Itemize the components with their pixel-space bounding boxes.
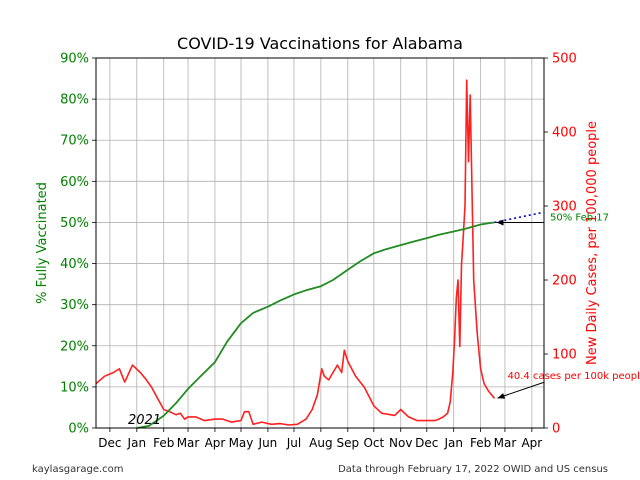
x-tick-label: Aug: [309, 436, 332, 450]
left-tick-label: 70%: [60, 134, 89, 149]
right-tick-label: 300: [552, 200, 577, 215]
left-tick-label: 10%: [60, 380, 89, 395]
left-tick-label: 30%: [60, 298, 89, 313]
x-tick-label: Jan: [443, 436, 463, 450]
left-tick-label: 80%: [60, 93, 89, 108]
chart-title: COVID-19 Vaccinations for Alabama: [177, 34, 463, 53]
left-tick-label: 50%: [60, 216, 89, 231]
footer-left: kaylasgarage.com: [32, 464, 124, 475]
left-tick-label: 90%: [60, 52, 89, 67]
left-tick-label: 20%: [60, 339, 89, 354]
x-tick-label: Jul: [286, 436, 301, 450]
vaccination-line: [136, 221, 495, 429]
plot-frame: [95, 57, 545, 429]
x-tick-label: Feb: [153, 436, 174, 450]
right-tick-label: 0: [552, 422, 560, 437]
ticks-layer: Dec Jan Feb Mar Apr May Jun Jul Aug Sep Oct Nov Dec J…: [60, 52, 577, 451]
x-tick-label: May: [229, 436, 254, 450]
right-tick-label: 500: [552, 52, 577, 67]
right-tick-label: 200: [552, 274, 577, 289]
cases-annotation: 40.4 cases per 100k people: [508, 371, 640, 382]
x-tick-label: Feb: [470, 436, 491, 450]
x-tick-label: Sep: [336, 436, 359, 450]
right-axis-label: New Daily Cases, per 100,000 people: [585, 121, 600, 365]
x-tick-label: Nov: [389, 436, 412, 450]
series-layer: [95, 79, 545, 429]
x-tick-label: Oct: [363, 436, 384, 450]
x-tick-label: Jun: [258, 436, 278, 450]
x-tick-label: Mar: [494, 436, 517, 450]
left-tick-label: 60%: [60, 175, 89, 190]
grid: [96, 57, 544, 429]
x-tick-label: Apr: [205, 436, 226, 450]
right-tick-label: 400: [552, 126, 577, 141]
x-tick-label: Jan: [127, 436, 147, 450]
left-tick-label: 40%: [60, 257, 89, 272]
vaccination-annotation: 50% Feb 17: [550, 212, 609, 223]
x-tick-label: Apr: [521, 436, 542, 450]
x-tick-label: Mar: [177, 436, 200, 450]
year-label: 2021: [128, 413, 161, 428]
cases-arrow: [497, 381, 545, 399]
left-tick-label: 0%: [68, 422, 89, 437]
right-tick-label: 100: [552, 348, 577, 363]
left-axis-label: % Fully Vaccinated: [35, 182, 50, 304]
footer-right: Data through February 17, 2022 OWID and …: [338, 464, 608, 475]
cases-line: [95, 79, 496, 426]
x-tick-label: Dec: [415, 436, 438, 450]
projection-line: [494, 211, 545, 224]
annotations: 50% Feb 17 40.4 cases per 100k people: [496, 212, 640, 399]
x-tick-label: Dec: [98, 436, 121, 450]
